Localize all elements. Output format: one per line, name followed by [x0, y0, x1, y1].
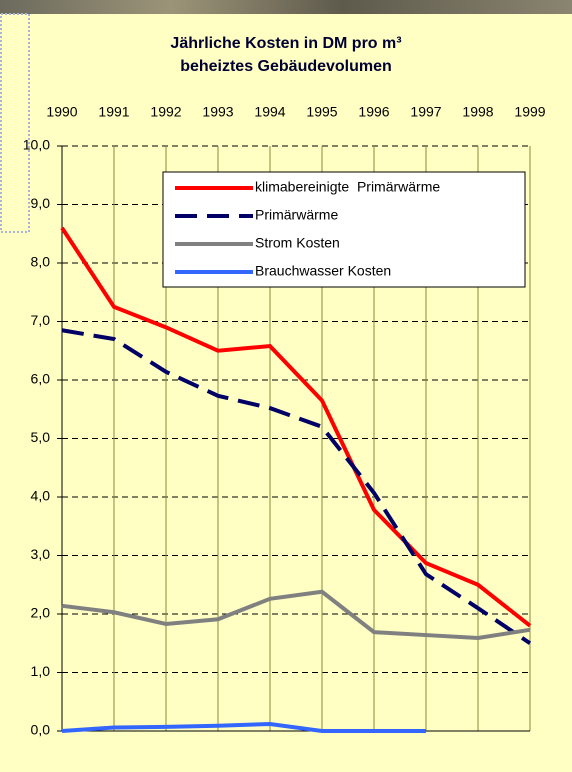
y-tick-label: 8,0: [31, 254, 51, 270]
series-line: [60, 226, 532, 628]
x-tick-label: 1995: [306, 104, 337, 120]
legend-label: Primärwärme: [255, 207, 338, 223]
legend-label: klimabereinigte Primärwärme: [255, 179, 440, 195]
y-tick-label: 10,0: [23, 137, 50, 153]
legend-label: Strom Kosten: [255, 235, 340, 251]
series-line: [61, 589, 531, 640]
y-tick-label: 3,0: [31, 546, 51, 562]
series-line: [61, 721, 426, 733]
y-tick-label: 1,0: [31, 663, 51, 679]
x-tick-label: 1993: [202, 104, 233, 120]
frame-decoration: [0, 13, 30, 233]
y-tick-label: 5,0: [31, 429, 51, 445]
chart-title: beheiztes Gebäudevolumen: [180, 58, 392, 75]
x-tick-label: 1997: [410, 104, 441, 120]
x-tick-label: 1991: [98, 104, 129, 120]
legend-box: [162, 171, 526, 288]
y-tick-label: 9,0: [31, 195, 51, 211]
chart-title: Jährliche Kosten in DM pro m³: [170, 35, 401, 52]
series-line: [61, 328, 532, 645]
y-tick-label: 6,0: [31, 371, 51, 387]
x-tick-label: 1992: [150, 104, 181, 120]
y-tick-label: 0,0: [31, 722, 51, 738]
x-tick-label: 1994: [254, 104, 285, 120]
y-tick-label: 2,0: [31, 605, 51, 621]
y-tick-label: 7,0: [31, 312, 51, 328]
x-tick-label: 1996: [358, 104, 389, 120]
x-tick-label: 1998: [462, 104, 493, 120]
legend-label: Brauchwasser Kosten: [255, 263, 391, 279]
x-tick-label: 1990: [46, 104, 77, 120]
x-tick-label: 1999: [514, 104, 545, 120]
y-tick-label: 4,0: [31, 488, 51, 504]
header-photo: [0, 0, 572, 14]
